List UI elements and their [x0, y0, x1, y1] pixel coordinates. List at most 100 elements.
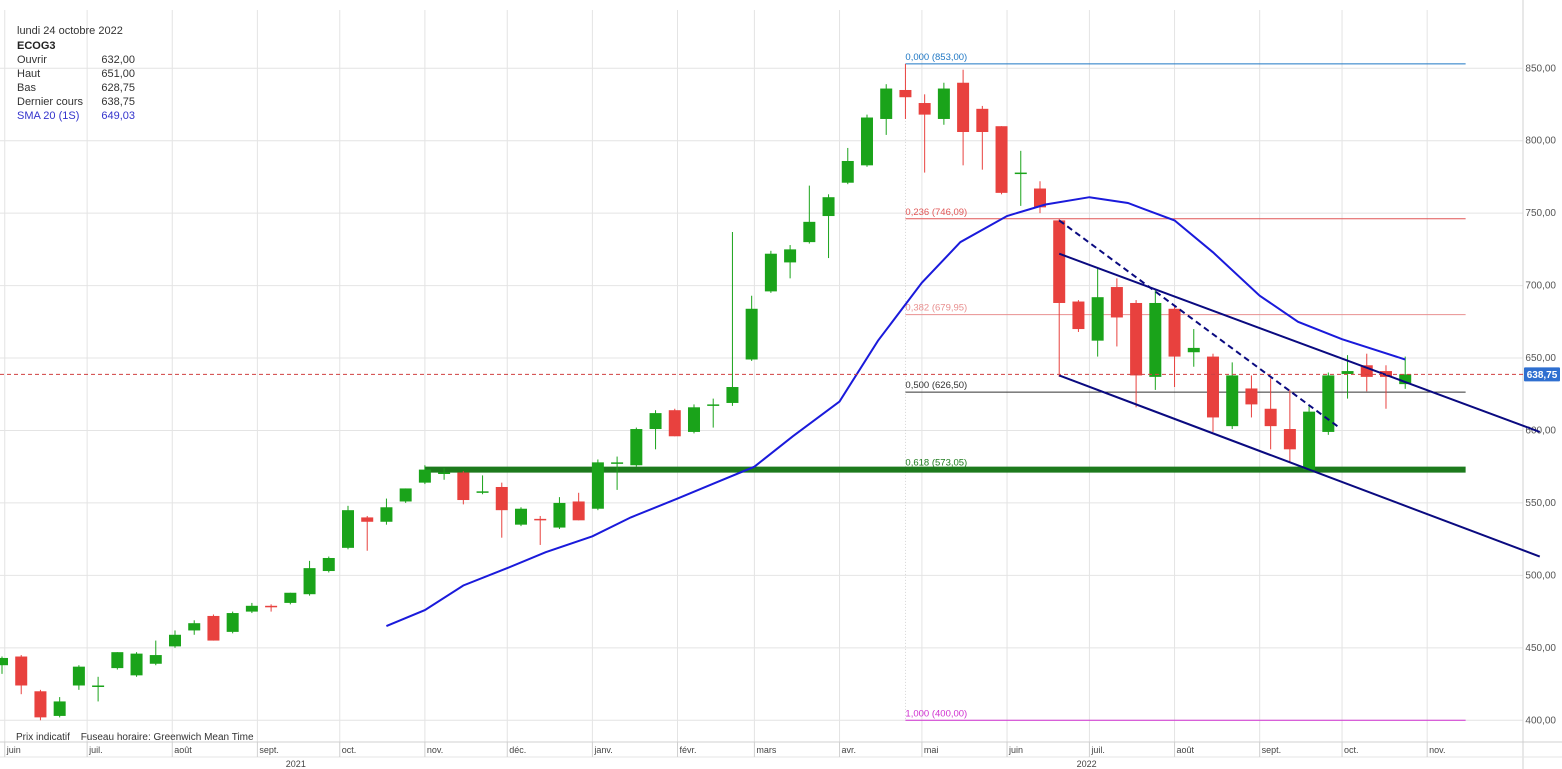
price-note: Prix indicatif [16, 732, 70, 743]
candle-body [611, 462, 624, 464]
x-axis-labels: juin juil. août sept. oct. nov. déc. janv. févr.… [4, 742, 1446, 769]
x-tick-label: mai [924, 745, 939, 755]
candle-body [457, 472, 470, 501]
y-tick-label: 850,00 [1525, 63, 1556, 74]
x-tick-label: déc. [509, 745, 526, 755]
candle-body [1303, 411, 1316, 470]
candle-body [553, 502, 566, 528]
trend-line-dashed [1058, 219, 1340, 429]
y-tick-label: 650,00 [1525, 353, 1556, 364]
candle-body [860, 117, 873, 166]
candle-body [841, 160, 854, 183]
candle-body [380, 507, 393, 522]
candle-body [207, 615, 220, 641]
candle-body [1399, 374, 1412, 385]
x-tick-label: sept. [1262, 745, 1282, 755]
x-tick-label: juin [6, 745, 21, 755]
candle-body [418, 469, 431, 483]
candle-body [668, 410, 681, 437]
quote-low-label: Bas [17, 82, 36, 94]
candle-body [880, 88, 893, 119]
candle-body [591, 462, 604, 509]
candle-body [284, 592, 297, 603]
candle-body [1014, 172, 1027, 175]
x-tick-label: juin [1008, 745, 1023, 755]
candle-body [1187, 347, 1200, 353]
quote-open-value: 632,00 [101, 54, 135, 66]
candle-body [72, 666, 85, 686]
quote-last-label: Dernier cours [17, 96, 84, 108]
quote-date: lundi 24 octobre 2022 [17, 25, 123, 37]
x-tick-label: juil. [88, 745, 103, 755]
fib-level-label: 0,618 (573,05) [905, 458, 967, 469]
candle-body [784, 249, 797, 263]
x-year-label: 2021 [286, 759, 306, 769]
quote-high-row: Haut 651,00 [17, 67, 135, 81]
candle-body [937, 88, 950, 119]
candle-body [1245, 388, 1258, 405]
candle-body [303, 568, 316, 595]
fib-level-label: 0,236 (746,09) [905, 207, 967, 218]
candle-body [918, 103, 931, 115]
candle-body [1226, 375, 1239, 427]
candle-body [630, 429, 643, 466]
quote-high-label: Haut [17, 68, 41, 80]
trend-line-channel [1058, 252, 1541, 433]
x-tick-label: nov. [1429, 745, 1445, 755]
candle-body [111, 652, 124, 669]
candle-body [1206, 356, 1219, 418]
candle-body [149, 655, 162, 664]
candle-body [1168, 308, 1181, 357]
candle-body [1149, 302, 1162, 377]
sma-label: SMA 20 (1S) [17, 110, 80, 122]
candle-body [265, 605, 278, 608]
fib-level-label: 0,382 (679,95) [905, 303, 967, 314]
y-tick-label: 450,00 [1525, 643, 1556, 654]
x-tick-label: nov. [427, 745, 443, 755]
candle-body [899, 89, 912, 98]
x-tick-label: janv. [593, 745, 612, 755]
candle-body [0, 657, 8, 666]
x-tick-label: avr. [842, 745, 857, 755]
candle-body [245, 605, 258, 612]
grid [0, 10, 1523, 742]
candle-body [745, 308, 758, 360]
y-axis-labels: 850,00 800,00 750,00 700,00 650,00 600,00 550,… [1525, 63, 1556, 726]
fib-level-label: 0,000 (853,00) [905, 52, 967, 63]
y-tick-label: 550,00 [1525, 498, 1556, 509]
candle-body [15, 656, 28, 686]
candle-body [130, 653, 143, 676]
quote-low-value: 628,75 [101, 82, 135, 94]
quote-last-row: Dernier cours 638,75 [17, 95, 135, 109]
x-tick-label: sept. [259, 745, 279, 755]
candle-body [438, 472, 451, 475]
candle-body [957, 82, 970, 133]
x-tick-label: mars [756, 745, 776, 755]
candle-body [822, 197, 835, 217]
candle-body [53, 701, 66, 716]
y-tick-label: 500,00 [1525, 570, 1556, 581]
candle-body [399, 488, 412, 502]
candle-body [92, 685, 105, 687]
y-tick-label: 600,00 [1525, 425, 1556, 436]
x-tick-label: févr. [680, 745, 697, 755]
candle-body [495, 486, 508, 511]
quote-high-value: 651,00 [101, 68, 135, 80]
candle-body [995, 126, 1008, 193]
candle-body [764, 253, 777, 292]
candle-body [572, 501, 585, 521]
x-tick-label: oct. [1344, 745, 1359, 755]
candle-body [322, 557, 335, 572]
candle-body [1072, 301, 1085, 330]
quote-low-row: Bas 628,75 [17, 81, 135, 95]
y-tick-label: 800,00 [1525, 136, 1556, 147]
candle-body [707, 404, 720, 406]
candle-body [1110, 287, 1123, 318]
candle-body [803, 221, 816, 243]
timezone-note: Fuseau horaire: Greenwich Mean Time [80, 732, 254, 743]
candle-body [1053, 220, 1066, 303]
sma-value: 649,03 [101, 110, 135, 122]
candle-body [1130, 302, 1143, 376]
candles [0, 63, 1412, 721]
